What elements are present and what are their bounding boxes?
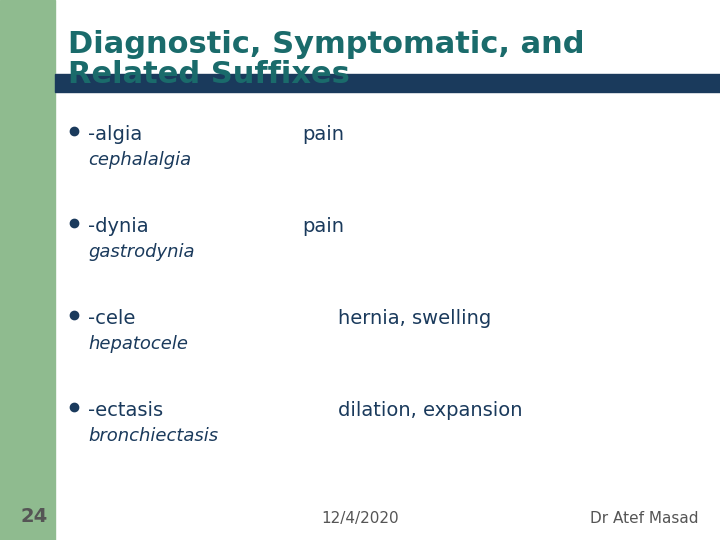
Text: pain: pain <box>302 217 344 236</box>
Text: -dynia: -dynia <box>88 217 148 236</box>
Text: bronchiectasis: bronchiectasis <box>88 427 218 445</box>
Text: dilation, expansion: dilation, expansion <box>338 401 523 420</box>
Text: -algia: -algia <box>88 125 143 144</box>
Bar <box>0 0 55 540</box>
Bar <box>55 74 720 92</box>
Text: 24: 24 <box>20 507 48 526</box>
Text: hernia, swelling: hernia, swelling <box>338 309 492 328</box>
Text: cephalalgia: cephalalgia <box>88 151 191 169</box>
Text: gastrodynia: gastrodynia <box>88 243 194 261</box>
Text: Diagnostic, Symptomatic, and: Diagnostic, Symptomatic, and <box>68 30 585 59</box>
Text: 12/4/2020: 12/4/2020 <box>321 511 399 526</box>
Text: pain: pain <box>302 125 344 144</box>
Text: -cele: -cele <box>88 309 135 328</box>
Text: Dr Atef Masad: Dr Atef Masad <box>590 511 698 526</box>
Text: Related Suffixes: Related Suffixes <box>68 60 350 89</box>
Text: -ectasis: -ectasis <box>88 401 163 420</box>
Text: hepatocele: hepatocele <box>88 335 188 353</box>
